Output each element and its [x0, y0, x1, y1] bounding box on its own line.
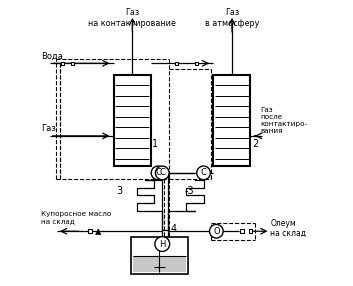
- Text: Газ
после
контактиро-
вания: Газ после контактиро- вания: [261, 108, 307, 134]
- Text: 4: 4: [171, 224, 177, 234]
- Circle shape: [197, 166, 210, 180]
- Bar: [195, 61, 198, 65]
- Bar: [114, 75, 151, 166]
- Bar: [133, 256, 186, 272]
- Text: 3: 3: [116, 186, 122, 196]
- Text: С: С: [155, 168, 161, 177]
- Bar: [214, 75, 251, 166]
- Text: Олеум
на склад: Олеум на склад: [270, 219, 306, 238]
- Circle shape: [151, 166, 165, 180]
- Text: 2: 2: [252, 139, 258, 149]
- Text: Газ
в атмосферу: Газ в атмосферу: [205, 8, 259, 28]
- Text: С: С: [201, 168, 207, 177]
- Bar: [71, 61, 74, 65]
- Bar: [131, 237, 188, 274]
- Text: Вода: Вода: [41, 51, 63, 60]
- Circle shape: [210, 225, 223, 238]
- Text: 1: 1: [152, 139, 158, 149]
- Circle shape: [155, 237, 170, 251]
- Bar: [88, 229, 91, 233]
- Text: О: О: [213, 227, 220, 236]
- Text: Купоросное масло
на склад: Купоросное масло на склад: [41, 211, 112, 224]
- Text: Газ: Газ: [41, 124, 56, 133]
- Text: Н: Н: [159, 240, 166, 249]
- Text: -3: -3: [185, 186, 194, 196]
- Bar: [175, 61, 178, 65]
- Text: Газ
на контактирование: Газ на контактирование: [89, 8, 176, 28]
- Bar: [61, 61, 64, 65]
- Bar: [240, 229, 244, 233]
- Bar: [249, 229, 252, 233]
- Circle shape: [155, 166, 169, 180]
- Text: С: С: [159, 168, 165, 177]
- Polygon shape: [96, 229, 101, 235]
